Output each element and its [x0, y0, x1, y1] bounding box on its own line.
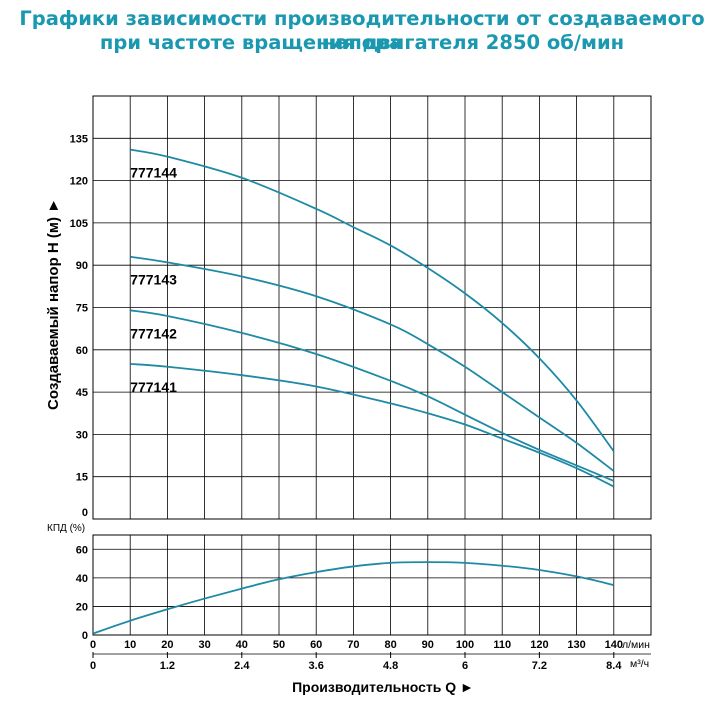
chart-title-line-2: при частоте вращения двигателя 2850 об/м…	[99, 31, 625, 54]
flow-tick-label: 80	[384, 639, 396, 651]
flow-tick-label: 100	[456, 639, 474, 651]
efficiency-curve	[92, 561, 615, 635]
efficiency-chart-grid	[92, 534, 652, 636]
flow-tick-label: 60	[310, 639, 322, 651]
flow-tick-label: 20	[161, 639, 173, 651]
flow-unit-m3h: м³/ч	[630, 658, 649, 670]
flow-m3h-tick-label: 3.6	[309, 660, 324, 672]
efficiency-chart-frame	[92, 534, 652, 636]
head-curve-777144	[130, 148, 615, 452]
flow-tick-label: 90	[422, 639, 434, 651]
head-y-tick-label: 15	[76, 472, 88, 484]
head-curve-777143	[130, 255, 615, 472]
head-y-tick-label: 135	[70, 133, 88, 145]
head-y-tick-label: 30	[76, 429, 88, 441]
series-label-777144: 777144	[130, 165, 177, 181]
series-label-777141: 777141	[130, 379, 177, 395]
head-axis-label: Создаваемый напор H (м) ►	[45, 198, 62, 410]
chart-title-line-1: Графики зависимости производительности о…	[19, 7, 705, 54]
flow-tick-label: 70	[347, 639, 359, 651]
series-label-777142: 777142	[130, 325, 177, 341]
flow-tick-label: 0	[90, 639, 96, 651]
series-label-777143: 777143	[130, 272, 177, 288]
flow-tick-label: 40	[236, 639, 248, 651]
efficiency-y-tick-label: 0	[82, 630, 88, 642]
flow-unit-lmin: л/мин	[622, 639, 650, 651]
head-y-tick-label: 45	[76, 387, 88, 399]
flow-m3h-tick-label: 4.8	[383, 660, 398, 672]
flow-tick-label: 30	[198, 639, 210, 651]
head-curves	[130, 148, 615, 488]
flow-tick-label: 10	[124, 639, 136, 651]
efficiency-y-tick-label: 40	[76, 573, 88, 585]
head-y-tick-label: 0	[82, 507, 88, 519]
flow-m3h-tick-label: 0	[90, 660, 96, 672]
x-axis-label: Производительность Q ►	[292, 679, 474, 695]
efficiency-curves	[92, 561, 615, 635]
flow-m3h-tick-label: 6	[462, 660, 468, 672]
flow-tick-label: 140	[605, 639, 623, 651]
head-y-tick-label: 75	[76, 303, 88, 315]
flow-m3h-tick-label: 2.4	[234, 660, 250, 672]
efficiency-axis-label: КПД (%)	[47, 523, 85, 534]
head-y-tick-label: 105	[70, 218, 88, 230]
head-curve-777142	[130, 309, 615, 482]
flow-tick-label: 110	[493, 639, 511, 651]
efficiency-y-tick-label: 20	[76, 601, 88, 613]
flow-m3h-tick-label: 1.2	[160, 660, 175, 672]
flow-tick-label: 120	[530, 639, 548, 651]
efficiency-y-tick-label: 60	[76, 544, 88, 556]
head-y-tick-label: 90	[76, 260, 88, 272]
head-chart-grid	[92, 95, 652, 520]
head-y-tick-label: 60	[76, 345, 88, 357]
head-curve-777141	[130, 363, 615, 488]
flow-tick-label: 50	[273, 639, 285, 651]
head-y-tick-label: 120	[70, 176, 88, 188]
flow-m3h-tick-label: 8.4	[606, 660, 622, 672]
flow-m3h-tick-label: 7.2	[532, 660, 547, 672]
flow-tick-label: 130	[567, 639, 585, 651]
